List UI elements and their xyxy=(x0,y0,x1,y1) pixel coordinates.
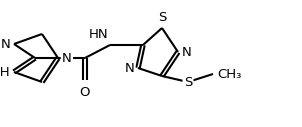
Text: CH₃: CH₃ xyxy=(217,67,241,81)
Text: N: N xyxy=(124,61,134,75)
Text: S: S xyxy=(158,11,166,24)
Text: O: O xyxy=(80,86,90,99)
Text: S: S xyxy=(184,75,192,89)
Text: HN: HN xyxy=(88,28,108,41)
Text: N: N xyxy=(124,61,134,75)
Text: NH: NH xyxy=(0,66,10,78)
Text: N: N xyxy=(62,52,72,65)
Text: S: S xyxy=(184,75,192,89)
Text: S: S xyxy=(158,11,166,24)
Text: O: O xyxy=(80,86,90,99)
Text: NH: NH xyxy=(0,66,10,78)
Text: N: N xyxy=(0,37,10,51)
Text: CH₃: CH₃ xyxy=(217,67,241,81)
Text: N: N xyxy=(0,37,10,51)
Text: HN: HN xyxy=(88,28,108,41)
Text: N: N xyxy=(182,45,192,59)
Text: N: N xyxy=(62,52,72,65)
Text: N: N xyxy=(182,45,192,59)
